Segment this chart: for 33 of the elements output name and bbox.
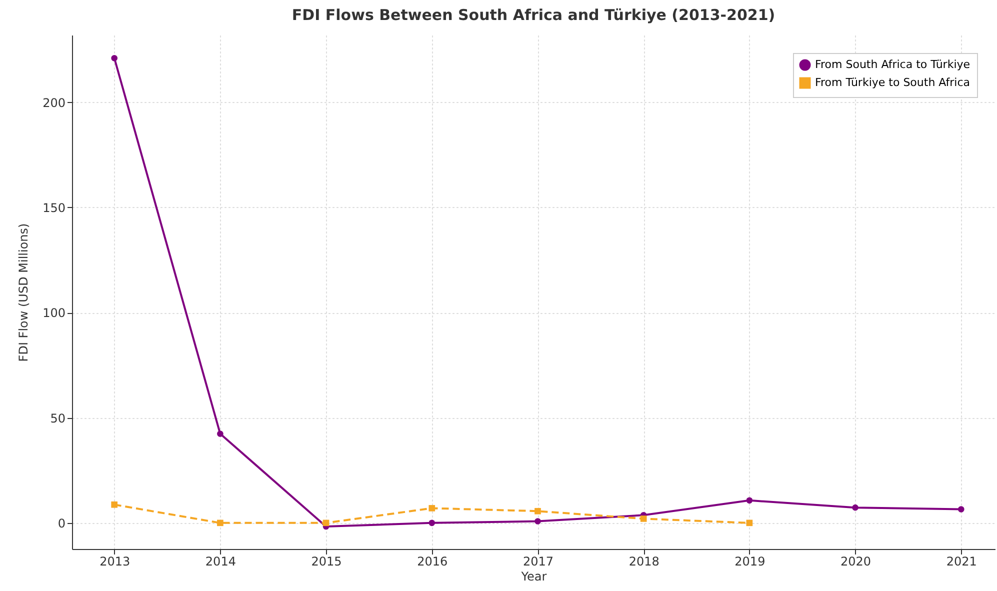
point xyxy=(958,506,964,512)
x-tick-label: 2020 xyxy=(840,554,872,568)
x-tick-label: 2017 xyxy=(522,554,554,568)
point xyxy=(322,520,330,526)
x-tick-label: 2013 xyxy=(100,554,130,568)
point xyxy=(217,430,224,437)
y-tick-label: 50 xyxy=(50,411,66,426)
x-tick-label: 2019 xyxy=(734,554,766,568)
legend-label: From South Africa to Türkiye xyxy=(815,58,970,71)
point xyxy=(428,505,436,512)
x-tick-label: 2014 xyxy=(205,554,236,568)
point xyxy=(111,501,118,508)
y-tick-label: 150 xyxy=(42,200,66,215)
point xyxy=(534,508,541,514)
x-tick-label: 2021 xyxy=(946,554,977,568)
y-tick-label: 200 xyxy=(42,96,66,110)
point xyxy=(746,497,753,504)
point xyxy=(640,516,647,522)
point xyxy=(111,54,118,62)
x-tick-label: 2016 xyxy=(417,554,448,568)
x-tick-label: 2018 xyxy=(628,554,660,568)
point xyxy=(428,520,436,526)
point xyxy=(534,518,541,524)
legend-label: From Türkiye to South Africa xyxy=(815,76,970,89)
x-tick-label: 2015 xyxy=(311,554,342,568)
y-tick-label: 0 xyxy=(58,516,66,530)
point xyxy=(852,504,858,511)
chart-title: FDI Flows Between South Africa and Türkiye (2013-2021) xyxy=(292,6,776,24)
point xyxy=(217,520,224,526)
y-axis-title: FDI Flow (USD Millions) xyxy=(16,223,31,362)
y-tick-label: 100 xyxy=(42,306,66,320)
point xyxy=(746,520,753,526)
x-axis-title: Year xyxy=(520,570,547,584)
